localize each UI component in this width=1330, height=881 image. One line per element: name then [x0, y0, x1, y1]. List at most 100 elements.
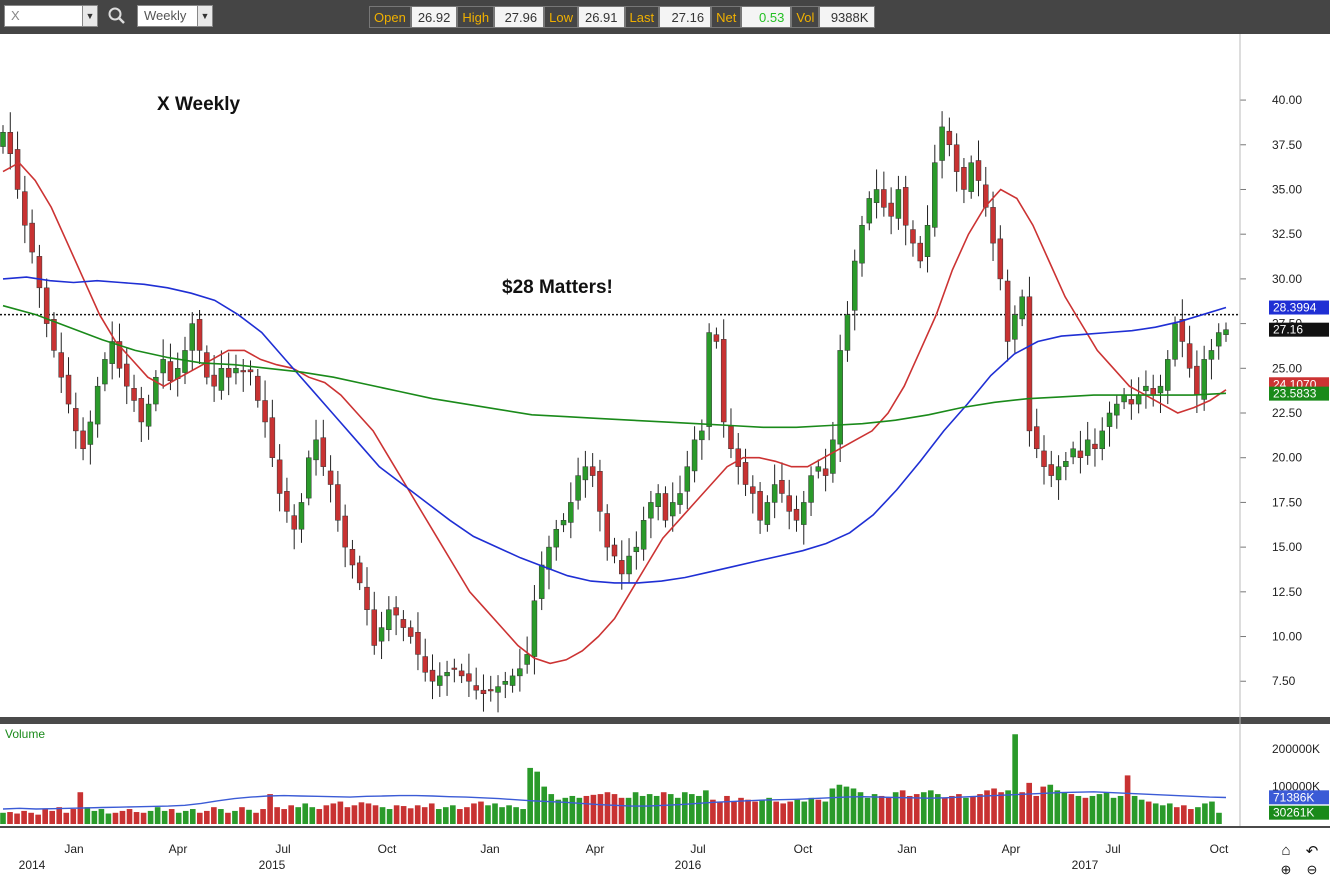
candle-body — [1070, 448, 1076, 458]
chevron-down-icon[interactable]: ▼ — [197, 5, 213, 27]
chevron-down-icon[interactable]: ▼ — [82, 5, 98, 27]
period-select[interactable]: Weekly — [137, 5, 199, 27]
candle-body — [968, 162, 974, 192]
volume-bar — [218, 809, 224, 824]
axis-separator — [0, 826, 1330, 828]
price-tag-label: 23.5833 — [1273, 387, 1317, 401]
candle-body — [851, 260, 858, 311]
zoom-in-icon[interactable]: ⊕ — [1280, 862, 1292, 877]
candle-body — [1092, 443, 1098, 450]
x-tick-label: Jan — [480, 842, 499, 856]
candle-body — [247, 369, 254, 373]
candle-body — [58, 352, 64, 378]
candle-body — [611, 544, 618, 557]
candle-body — [407, 627, 414, 637]
undo-icon[interactable]: ↶ — [1305, 843, 1319, 860]
candle-body — [240, 370, 246, 373]
symbol-input[interactable]: X — [4, 5, 84, 27]
candle-body — [822, 468, 829, 476]
candle-body — [983, 184, 989, 208]
candle-body — [706, 332, 712, 427]
candle-body — [910, 229, 916, 244]
candle-body — [102, 359, 108, 385]
candle-body — [138, 398, 145, 423]
candle-body — [73, 408, 79, 432]
candle-body — [713, 334, 720, 342]
candle-body — [87, 421, 94, 445]
candle-body — [487, 689, 494, 692]
volume-bar — [773, 801, 779, 824]
candle-body — [298, 502, 305, 530]
candle-body — [837, 350, 843, 445]
price-tag-box — [1269, 322, 1329, 337]
volume-bar — [1005, 790, 1011, 824]
volume-bar — [1131, 795, 1138, 824]
x-tick-label: Jan — [897, 842, 916, 856]
candle-body — [36, 256, 43, 289]
volume-bar — [780, 803, 787, 824]
volume-bar — [464, 807, 470, 824]
volume-bar — [506, 805, 512, 824]
candle-body — [451, 667, 458, 670]
zoom-out-icon[interactable]: ⊖ — [1306, 862, 1318, 877]
volume-bar — [239, 807, 245, 824]
price-tag-box — [1269, 386, 1329, 401]
x-tick-label: Jul — [1105, 842, 1120, 856]
candle-body — [902, 187, 909, 226]
candle-body — [1033, 426, 1040, 450]
candle-body — [924, 224, 931, 257]
candle-body — [276, 459, 283, 494]
candle-body — [538, 564, 545, 599]
x-tick-label: 2017 — [1072, 858, 1099, 872]
volume-bar — [949, 795, 955, 824]
volume-bar — [674, 797, 681, 824]
candle-body — [524, 654, 530, 665]
y-tick-label: 12.50 — [1272, 585, 1302, 599]
chart-canvas[interactable]: 40.0037.5035.0032.5030.0027.5025.0022.50… — [0, 34, 1330, 881]
volume-tag-label: 71386K — [1273, 790, 1314, 804]
volume-bar — [337, 801, 344, 824]
volume-bar — [1040, 786, 1047, 824]
candle-body — [167, 361, 174, 382]
volume-bar — [471, 803, 477, 824]
volume-bar — [316, 809, 323, 824]
candle-body — [582, 466, 589, 481]
volume-bar — [1209, 801, 1215, 824]
panel-separator — [0, 717, 1330, 724]
volume-bar — [323, 805, 330, 824]
candle-body — [189, 323, 196, 351]
volume-bar — [400, 806, 407, 824]
volume-bar — [246, 809, 252, 824]
volume-bar — [703, 790, 709, 824]
candle-body — [917, 242, 923, 262]
volume-bar — [119, 810, 126, 824]
candle-body — [1201, 359, 1207, 400]
volume-bar — [527, 767, 533, 824]
candle-body — [320, 437, 327, 467]
volume-bar — [681, 792, 688, 824]
candle-body — [0, 132, 6, 147]
search-icon[interactable] — [107, 6, 127, 26]
y-tick-label: 7.50 — [1272, 674, 1296, 688]
volume-bar — [295, 807, 302, 824]
candle-body — [844, 314, 851, 351]
candle-body — [356, 562, 363, 584]
volume-bar — [597, 794, 604, 824]
volume-average-line — [2, 791, 1227, 810]
toolbar: X ▼ Weekly ▼ Open 26.92 High 27.96 Low 26.91 L… — [0, 0, 1330, 34]
home-icon[interactable]: ⌂ — [1281, 842, 1291, 859]
volume-bar — [899, 790, 906, 824]
volume-bar — [407, 808, 414, 824]
candle-body — [626, 555, 632, 575]
volume-bar — [836, 784, 843, 824]
volume-bar — [977, 794, 983, 824]
x-tick-label: Oct — [378, 842, 397, 856]
candle-body — [677, 493, 683, 505]
volume-bar — [1026, 782, 1033, 824]
volume-bar — [801, 801, 808, 824]
volume-bar — [428, 803, 435, 824]
candle-body — [349, 549, 356, 566]
y-tick-label: 35.00 — [1272, 182, 1302, 196]
volume-bar — [21, 810, 27, 824]
volume-bar — [970, 795, 976, 824]
